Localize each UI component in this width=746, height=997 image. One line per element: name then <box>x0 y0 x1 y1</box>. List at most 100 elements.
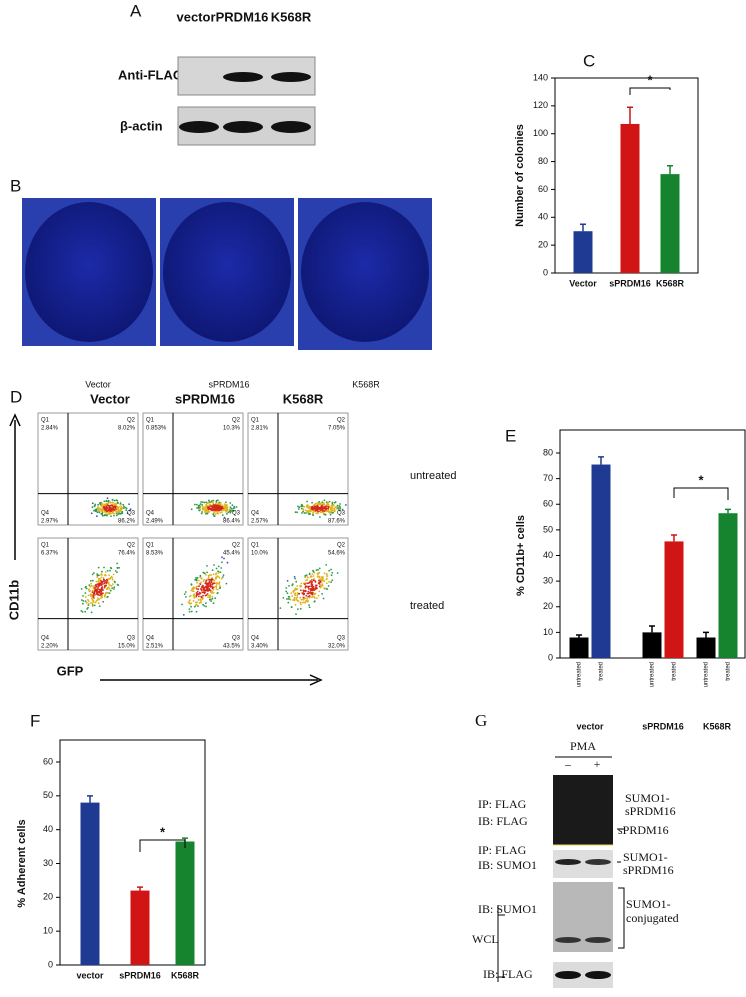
dot <box>216 512 219 515</box>
dot <box>210 581 213 583</box>
dot <box>294 577 296 580</box>
quadrant-percent: 87.6% <box>328 519 346 525</box>
y-tick-label: 10 <box>43 926 53 936</box>
dot <box>121 510 124 513</box>
dot <box>319 502 322 505</box>
panel-label: F <box>30 711 40 730</box>
dot <box>209 507 212 510</box>
error-bar <box>576 634 582 638</box>
dot <box>103 500 106 503</box>
dot <box>306 597 309 600</box>
dot <box>207 502 210 504</box>
dot <box>206 509 209 511</box>
dot <box>212 573 215 576</box>
quadrant-percent: 32.0% <box>328 644 346 650</box>
dot <box>97 580 100 582</box>
dot <box>198 509 201 512</box>
x-tick-label: sPRDM16 <box>119 970 161 980</box>
dot <box>215 504 218 507</box>
dot <box>311 596 313 599</box>
dot <box>93 505 96 508</box>
dot <box>292 590 295 592</box>
x-tick-label: K568R <box>171 970 200 980</box>
dot <box>201 598 204 601</box>
dot <box>101 507 104 510</box>
dot <box>87 594 90 597</box>
dot <box>215 588 218 590</box>
plot-frame <box>559 429 746 659</box>
bar <box>130 890 150 965</box>
dot <box>80 588 83 590</box>
dot <box>104 595 106 598</box>
dot <box>314 504 316 507</box>
dot <box>305 585 308 588</box>
dot <box>315 569 318 571</box>
dot <box>100 573 103 575</box>
error-bar <box>667 165 673 175</box>
dot <box>210 600 213 602</box>
dot <box>321 579 324 582</box>
dot <box>99 594 101 597</box>
y-tick-label: 80 <box>538 156 548 166</box>
dot <box>208 510 211 513</box>
quadrant-name: Q4 <box>251 511 260 517</box>
quadrant-percent: 43.5% <box>223 644 241 650</box>
dots <box>279 564 339 615</box>
dot <box>311 514 314 516</box>
quadrant-name: Q3 <box>127 511 136 517</box>
quadrant-name: Q3 <box>232 636 241 642</box>
dot <box>323 572 326 575</box>
dot <box>338 505 341 508</box>
dot <box>312 575 315 577</box>
quadrant-name: Q2 <box>127 543 136 549</box>
error-bar <box>598 456 604 465</box>
dot <box>211 583 214 586</box>
dot <box>195 503 198 506</box>
dot <box>93 572 95 574</box>
panel-label: G <box>475 711 487 730</box>
dot <box>88 590 91 592</box>
dot <box>114 505 117 508</box>
dot <box>318 500 320 503</box>
dot <box>299 602 302 604</box>
dot <box>198 602 201 604</box>
dot <box>208 581 211 583</box>
dot <box>190 508 193 511</box>
dot <box>98 574 101 577</box>
dot <box>88 588 90 591</box>
dot <box>226 513 228 515</box>
error-bar <box>671 534 677 542</box>
dot <box>302 601 305 604</box>
lane-label: vector <box>176 9 215 24</box>
dot <box>103 510 106 513</box>
y-tick-label: 60 <box>43 756 53 766</box>
dot <box>104 581 106 584</box>
dot <box>97 503 99 506</box>
dot <box>321 593 323 595</box>
dot <box>232 507 235 510</box>
dot <box>200 595 203 598</box>
dot <box>222 507 224 510</box>
dot <box>226 509 229 512</box>
quadrant-name: Q4 <box>146 636 155 642</box>
dot <box>321 503 323 506</box>
dot <box>325 582 328 585</box>
dot <box>311 501 313 504</box>
dot <box>299 607 302 610</box>
dot <box>217 588 219 591</box>
dot <box>207 577 210 579</box>
dot <box>316 572 319 575</box>
quadrant-percent: 2.81% <box>251 426 269 432</box>
dot <box>199 574 202 577</box>
dot <box>206 571 209 574</box>
dot <box>299 596 302 599</box>
dot <box>84 592 87 594</box>
dot <box>182 614 185 616</box>
dot <box>220 511 223 513</box>
dot <box>201 501 204 504</box>
blot-g <box>497 756 625 988</box>
dot <box>296 599 299 602</box>
dot <box>112 510 114 513</box>
dot <box>329 506 332 509</box>
dot <box>108 578 111 580</box>
